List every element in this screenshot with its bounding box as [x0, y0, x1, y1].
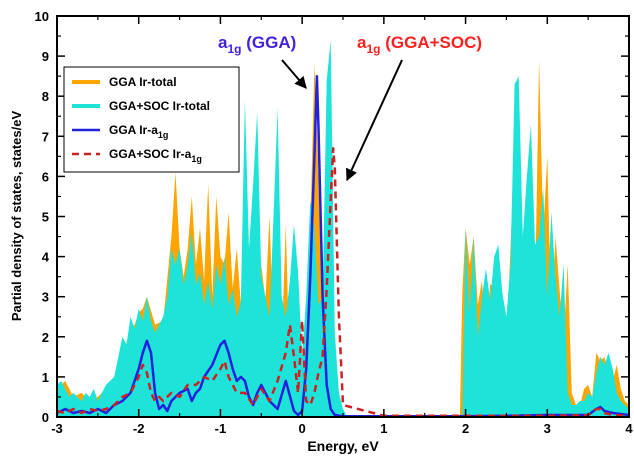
- filled-series-layer: [57, 40, 629, 417]
- y-tick-label: 7: [42, 129, 49, 144]
- x-tick-label: 4: [625, 421, 633, 436]
- legend-label: GGA+SOC Ir-total: [109, 99, 210, 113]
- y-tick-label: 3: [42, 290, 49, 305]
- x-tick-label: 1: [380, 421, 387, 436]
- series-line-gga-soc-ir-a1g: [57, 147, 629, 417]
- x-tick-label: 0: [299, 421, 306, 436]
- legend-box: [63, 66, 240, 173]
- y-tick-label: 5: [42, 210, 49, 225]
- x-tick-label: -3: [51, 421, 63, 436]
- y-tick-label: 8: [42, 89, 49, 104]
- annotation-arrow-soc: [346, 59, 403, 182]
- legend: GGA Ir-total GGA+SOC Ir-total GGA Ir-a1g GG…: [63, 66, 240, 173]
- legend-label: GGA+SOC Ir-a1g: [109, 147, 202, 164]
- x-tick-label: -2: [133, 421, 145, 436]
- annotation-label: a1g (GGA): [218, 33, 296, 56]
- y-tick-label: 0: [42, 410, 49, 425]
- axis-ticks: [56, 15, 630, 418]
- x-axis-label: Energy, eV: [307, 438, 379, 454]
- series-line-gga-ir-a1g: [57, 74, 629, 417]
- series-area-gga-soc-ir-total: [57, 40, 629, 417]
- line-series-layer: [57, 74, 629, 417]
- annotations: a1g (GGA) a1g (GGA+SOC): [218, 33, 482, 182]
- x-tick-label: -1: [215, 421, 227, 436]
- x-tick-label: 2: [462, 421, 469, 436]
- y-axis-label: Partial density of states, states/eV: [9, 111, 24, 322]
- annotation-arrow-gga: [281, 59, 307, 89]
- annotation-label: a1g (GGA+SOC): [357, 33, 482, 56]
- y-tick-label: 9: [42, 49, 49, 64]
- y-tick-label: 2: [42, 330, 49, 345]
- y-tick-label: 6: [42, 169, 49, 184]
- y-tick-label: 4: [42, 250, 50, 265]
- axis-tick-labels: -3 -2 -1 0 1 2 3 4 0 1 2 3 4 5 6 7 8 9 10: [35, 9, 634, 436]
- y-tick-label: 1: [42, 370, 49, 385]
- x-tick-label: 3: [544, 421, 551, 436]
- legend-label: GGA Ir-total: [109, 75, 177, 89]
- legend-label: GGA Ir-a1g: [109, 123, 168, 140]
- y-tick-label: 10: [35, 9, 49, 24]
